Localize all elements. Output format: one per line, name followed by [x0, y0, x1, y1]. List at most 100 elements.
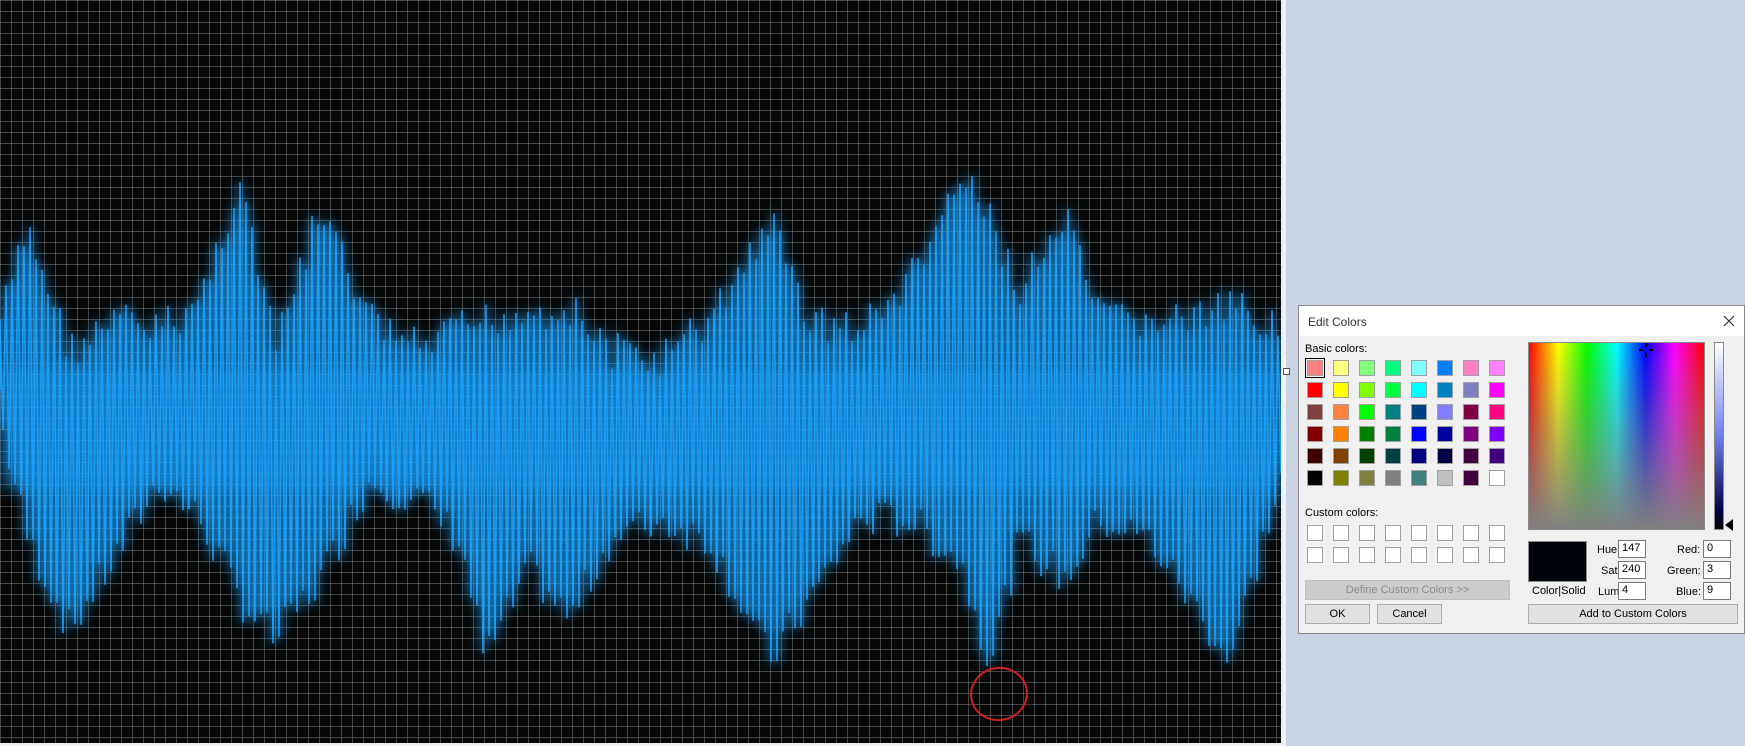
wave-line — [0, 175, 1281, 667]
basic-color-swatch[interactable] — [1463, 360, 1479, 376]
basic-color-swatch[interactable] — [1385, 448, 1401, 464]
blue-label: Blue: — [1676, 586, 1702, 598]
close-button[interactable] — [1714, 306, 1744, 336]
custom-color-swatch[interactable] — [1437, 525, 1453, 541]
basic-color-swatch[interactable] — [1385, 382, 1401, 398]
basic-color-swatch[interactable] — [1411, 404, 1427, 420]
basic-color-swatch[interactable] — [1411, 426, 1427, 442]
basic-color-swatch[interactable] — [1359, 360, 1375, 376]
basic-color-swatch[interactable] — [1489, 404, 1505, 420]
custom-color-swatch[interactable] — [1463, 547, 1479, 563]
red-field[interactable]: 0 — [1703, 540, 1731, 558]
color-spectrum[interactable] — [1528, 342, 1705, 530]
basic-color-swatch[interactable] — [1463, 470, 1479, 486]
custom-color-swatch[interactable] — [1307, 547, 1323, 563]
custom-color-swatch[interactable] — [1385, 547, 1401, 563]
basic-color-swatch[interactable] — [1359, 382, 1375, 398]
basic-color-swatch[interactable] — [1489, 382, 1505, 398]
custom-color-swatch[interactable] — [1411, 547, 1427, 563]
basic-colors-grid — [1305, 358, 1505, 486]
luminosity-arrow-icon[interactable] — [1725, 519, 1733, 531]
custom-colors-label: Custom colors: — [1305, 507, 1379, 519]
basic-color-swatch[interactable] — [1489, 426, 1505, 442]
basic-color-swatch[interactable] — [1359, 404, 1375, 420]
basic-color-swatch[interactable] — [1437, 404, 1453, 420]
ok-button[interactable]: OK — [1305, 604, 1370, 624]
basic-color-swatch[interactable] — [1411, 382, 1427, 398]
sat-label: Sat: — [1601, 565, 1621, 577]
basic-color-swatch[interactable] — [1411, 448, 1427, 464]
basic-color-swatch[interactable] — [1463, 404, 1479, 420]
basic-color-swatch[interactable] — [1463, 426, 1479, 442]
basic-color-swatch[interactable] — [1385, 404, 1401, 420]
basic-color-swatch[interactable] — [1359, 448, 1375, 464]
lum-label: Lum: — [1598, 586, 1623, 598]
custom-color-swatch[interactable] — [1333, 547, 1349, 563]
green-field[interactable]: 3 — [1703, 561, 1731, 579]
close-icon — [1723, 315, 1735, 327]
basic-color-swatch[interactable] — [1305, 358, 1325, 378]
basic-color-swatch[interactable] — [1333, 404, 1349, 420]
custom-color-swatch[interactable] — [1437, 547, 1453, 563]
basic-color-swatch[interactable] — [1359, 470, 1375, 486]
color-solid-label: Color|Solid — [1532, 585, 1586, 597]
sound-wave-image — [0, 175, 1281, 722]
custom-color-swatch[interactable] — [1489, 547, 1505, 563]
basic-color-swatch[interactable] — [1385, 426, 1401, 442]
custom-colors-grid — [1307, 525, 1505, 563]
basic-color-swatch[interactable] — [1307, 470, 1323, 486]
sat-field[interactable]: 240 — [1618, 561, 1646, 579]
hue-label: Hue: — [1597, 544, 1621, 556]
custom-color-swatch[interactable] — [1489, 525, 1505, 541]
cancel-button[interactable]: Cancel — [1377, 604, 1442, 624]
basic-color-swatch[interactable] — [1489, 470, 1505, 486]
custom-color-swatch[interactable] — [1333, 525, 1349, 541]
basic-color-swatch[interactable] — [1385, 360, 1401, 376]
custom-color-swatch[interactable] — [1411, 525, 1427, 541]
blue-field[interactable]: 9 — [1703, 582, 1731, 600]
basic-color-swatch[interactable] — [1359, 426, 1375, 442]
basic-color-swatch[interactable] — [1411, 360, 1427, 376]
red-label: Red: — [1677, 544, 1701, 556]
basic-color-swatch[interactable] — [1333, 470, 1349, 486]
luminosity-slider[interactable] — [1714, 342, 1724, 530]
basic-color-swatch[interactable] — [1333, 382, 1349, 398]
custom-color-swatch[interactable] — [1385, 525, 1401, 541]
basic-color-swatch[interactable] — [1385, 470, 1401, 486]
custom-color-swatch[interactable] — [1359, 525, 1375, 541]
green-label: Green: — [1667, 565, 1701, 577]
basic-color-swatch[interactable] — [1437, 470, 1453, 486]
dialog-title: Edit Colors — [1308, 315, 1367, 329]
crosshair-icon — [1639, 343, 1653, 357]
basic-color-swatch[interactable] — [1437, 382, 1453, 398]
paint-canvas[interactable] — [0, 0, 1281, 743]
custom-color-swatch[interactable] — [1307, 525, 1323, 541]
lum-field[interactable]: 4 — [1618, 582, 1646, 600]
basic-color-swatch[interactable] — [1463, 382, 1479, 398]
custom-color-swatch[interactable] — [1359, 547, 1375, 563]
add-to-custom-colors-button[interactable]: Add to Custom Colors — [1528, 604, 1738, 624]
basic-color-swatch[interactable] — [1333, 426, 1349, 442]
basic-color-swatch[interactable] — [1333, 360, 1349, 376]
red-circle-annotation — [970, 666, 1028, 722]
custom-color-swatch[interactable] — [1463, 525, 1479, 541]
basic-color-swatch[interactable] — [1489, 360, 1505, 376]
basic-color-swatch[interactable] — [1307, 448, 1323, 464]
basic-color-swatch[interactable] — [1489, 448, 1505, 464]
basic-color-swatch[interactable] — [1463, 448, 1479, 464]
canvas-resize-handle[interactable] — [1283, 368, 1290, 375]
basic-color-swatch[interactable] — [1437, 360, 1453, 376]
basic-color-swatch[interactable] — [1437, 448, 1453, 464]
basic-color-swatch[interactable] — [1411, 470, 1427, 486]
dialog-titlebar: Edit Colors — [1299, 306, 1744, 336]
canvas-bottom-border — [0, 743, 1286, 746]
basic-color-swatch[interactable] — [1307, 404, 1323, 420]
basic-color-swatch[interactable] — [1333, 448, 1349, 464]
basic-colors-label: Basic colors: — [1305, 343, 1368, 355]
basic-color-swatch[interactable] — [1307, 382, 1323, 398]
edit-colors-dialog: Edit Colors Basic colors: Custom colors:… — [1298, 305, 1745, 634]
basic-color-swatch[interactable] — [1437, 426, 1453, 442]
basic-color-swatch[interactable] — [1307, 426, 1323, 442]
hue-field[interactable]: 147 — [1618, 540, 1646, 558]
define-custom-colors-button[interactable]: Define Custom Colors >> — [1305, 580, 1510, 600]
